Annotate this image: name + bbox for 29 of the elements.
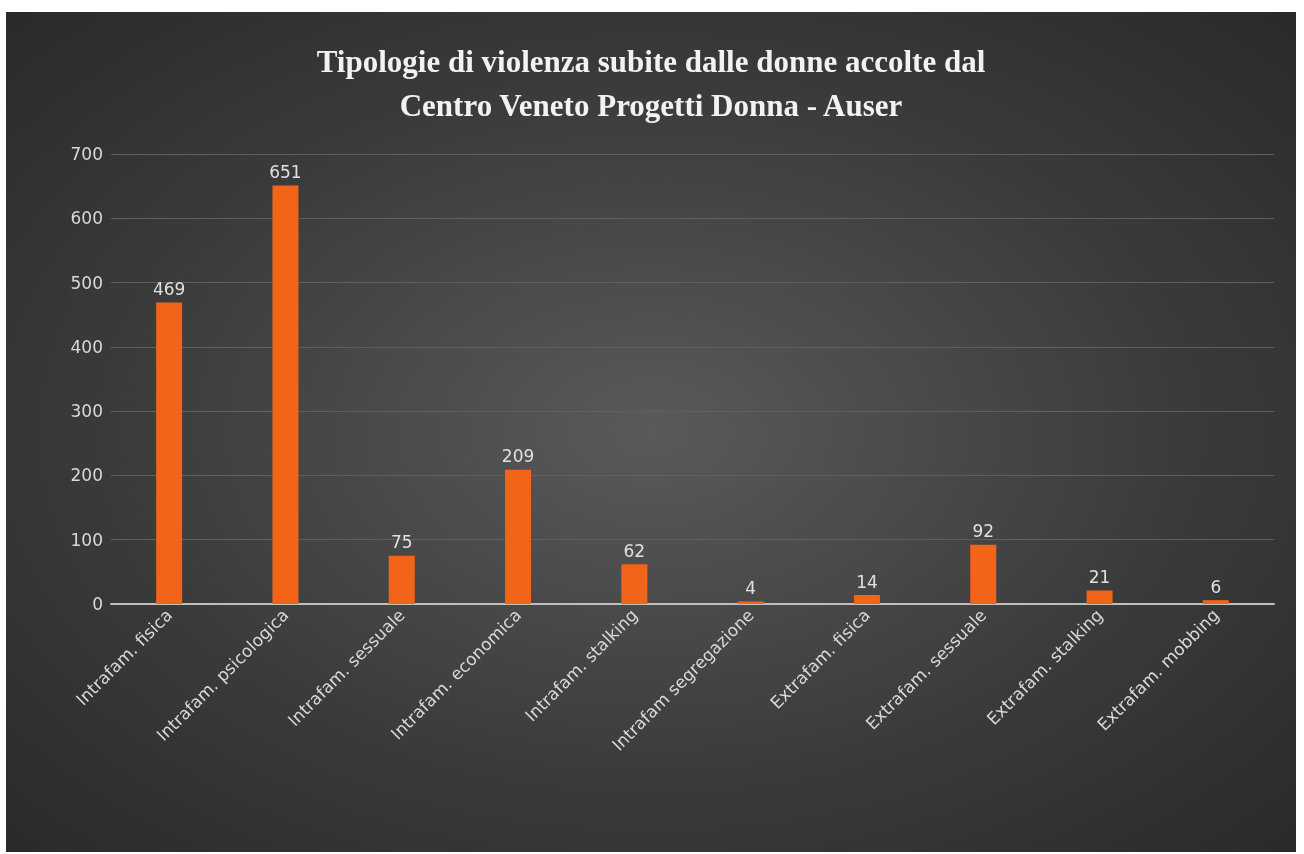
bar — [737, 601, 764, 604]
y-tick-label: 700 — [70, 144, 103, 164]
bar — [853, 595, 880, 604]
y-tick-label: 400 — [70, 336, 103, 357]
data-label: 62 — [623, 540, 646, 561]
y-tick-label: 500 — [70, 272, 103, 293]
data-label: 14 — [856, 571, 878, 592]
y-tick-label: 300 — [70, 401, 103, 422]
data-label: 209 — [501, 446, 535, 467]
y-tick-label: 600 — [70, 208, 103, 229]
bar — [1202, 600, 1229, 604]
data-label: 4 — [745, 577, 757, 598]
bar — [272, 185, 299, 604]
y-tick-label: 100 — [70, 529, 103, 550]
data-label: 21 — [1088, 567, 1111, 587]
bar — [388, 555, 415, 604]
y-tick-label: 200 — [70, 465, 103, 486]
data-label: 75 — [390, 532, 413, 553]
bar — [505, 469, 532, 604]
bar — [156, 302, 183, 604]
y-tick-label: 0 — [92, 594, 103, 614]
data-label: 92 — [972, 521, 995, 542]
bar — [621, 564, 648, 604]
bar — [1086, 590, 1113, 604]
data-label: 469 — [152, 279, 186, 299]
data-label: 6 — [1210, 576, 1222, 597]
bar — [970, 544, 997, 604]
data-label: 651 — [269, 162, 302, 182]
chart-title: Tipologie di violenza subite dalle donne accolte dal Centro Veneto Progetti Donna - Auser — [316, 43, 986, 123]
